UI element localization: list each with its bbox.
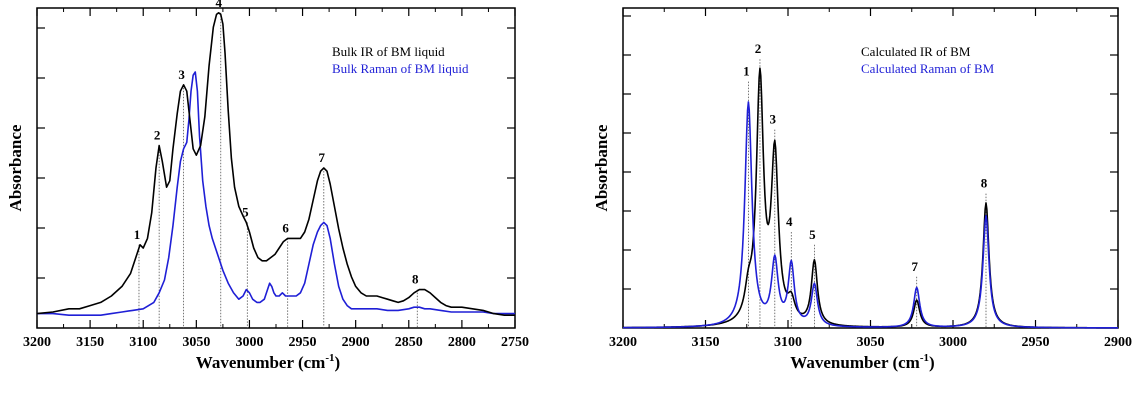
peak-label: 4 xyxy=(216,0,223,10)
legend-entry: Calculated IR of BM xyxy=(861,44,971,59)
chart-panel-bulk: 3200 3150 3100 3050 3000 2950 2900 2850 2800 2750… xyxy=(6,0,529,372)
x-tick-label: 3100 xyxy=(774,335,802,350)
x-tick-label: 2900 xyxy=(1104,335,1132,350)
series-line-raman xyxy=(37,71,515,316)
peak-label: 1 xyxy=(743,64,750,79)
x-axis-title: Wavenumber (cm-1) xyxy=(790,352,934,372)
x-tick-label: 2950 xyxy=(289,335,317,350)
peak-label: 3 xyxy=(178,67,185,82)
x-axis-title: Wavenumber (cm-1) xyxy=(196,352,340,372)
peak-label: 2 xyxy=(755,41,762,56)
x-tick-label: 3150 xyxy=(692,335,720,350)
peak-label: 4 xyxy=(786,214,793,229)
peak-label: 5 xyxy=(242,204,249,219)
series-line-raman xyxy=(623,101,1118,329)
x-tick-label: 3150 xyxy=(76,335,104,350)
x-tick-label: 2950 xyxy=(1022,335,1050,350)
peak-label: 6 xyxy=(282,220,289,235)
x-tick-label: 3200 xyxy=(23,335,51,350)
peak-label: 8 xyxy=(412,272,419,287)
peak-label: 8 xyxy=(981,176,988,191)
x-tick-label: 2900 xyxy=(342,335,370,350)
x-tick-label: 3100 xyxy=(129,335,157,350)
series-line-ir xyxy=(36,12,515,316)
peak-label: 3 xyxy=(770,112,777,127)
legend-entry: Bulk Raman of BM liquid xyxy=(332,61,469,76)
chart-panel-calculated: 3200 3150 3100 3050 3000 2950 2900 Wavenumber (… xyxy=(592,7,1132,372)
series-line-ir xyxy=(622,67,1118,329)
peak-label: 1 xyxy=(134,227,141,242)
x-tick-label: 2800 xyxy=(448,335,476,350)
y-axis-title: Absorbance xyxy=(592,124,611,211)
x-tick-label: 3000 xyxy=(235,335,263,350)
x-tick-label: 3050 xyxy=(182,335,210,350)
y-axis-title: Absorbance xyxy=(6,124,25,211)
peak-label: 7 xyxy=(911,259,918,274)
legend-entry: Bulk IR of BM liquid xyxy=(332,44,445,59)
peak-label: 7 xyxy=(319,150,326,165)
x-tick-label: 3050 xyxy=(857,335,885,350)
x-tick-label: 2850 xyxy=(395,335,423,350)
peak-label: 2 xyxy=(154,128,161,143)
legend-entry: Calculated Raman of BM xyxy=(861,61,995,76)
x-tick-label: 3000 xyxy=(939,335,967,350)
x-tick-label: 3200 xyxy=(609,335,637,350)
peak-label: 5 xyxy=(809,227,816,242)
x-tick-label: 2750 xyxy=(501,335,529,350)
